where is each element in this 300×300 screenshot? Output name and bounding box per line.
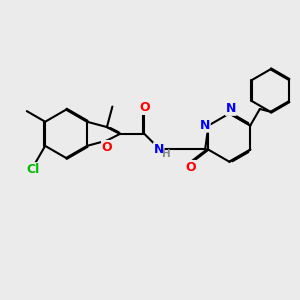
Text: H: H [162, 149, 171, 159]
Text: O: O [185, 160, 196, 174]
Text: N: N [154, 143, 164, 156]
Text: O: O [102, 140, 112, 154]
Text: N: N [200, 119, 210, 132]
Text: Cl: Cl [26, 163, 40, 176]
Text: O: O [139, 101, 150, 114]
Text: N: N [226, 102, 236, 115]
